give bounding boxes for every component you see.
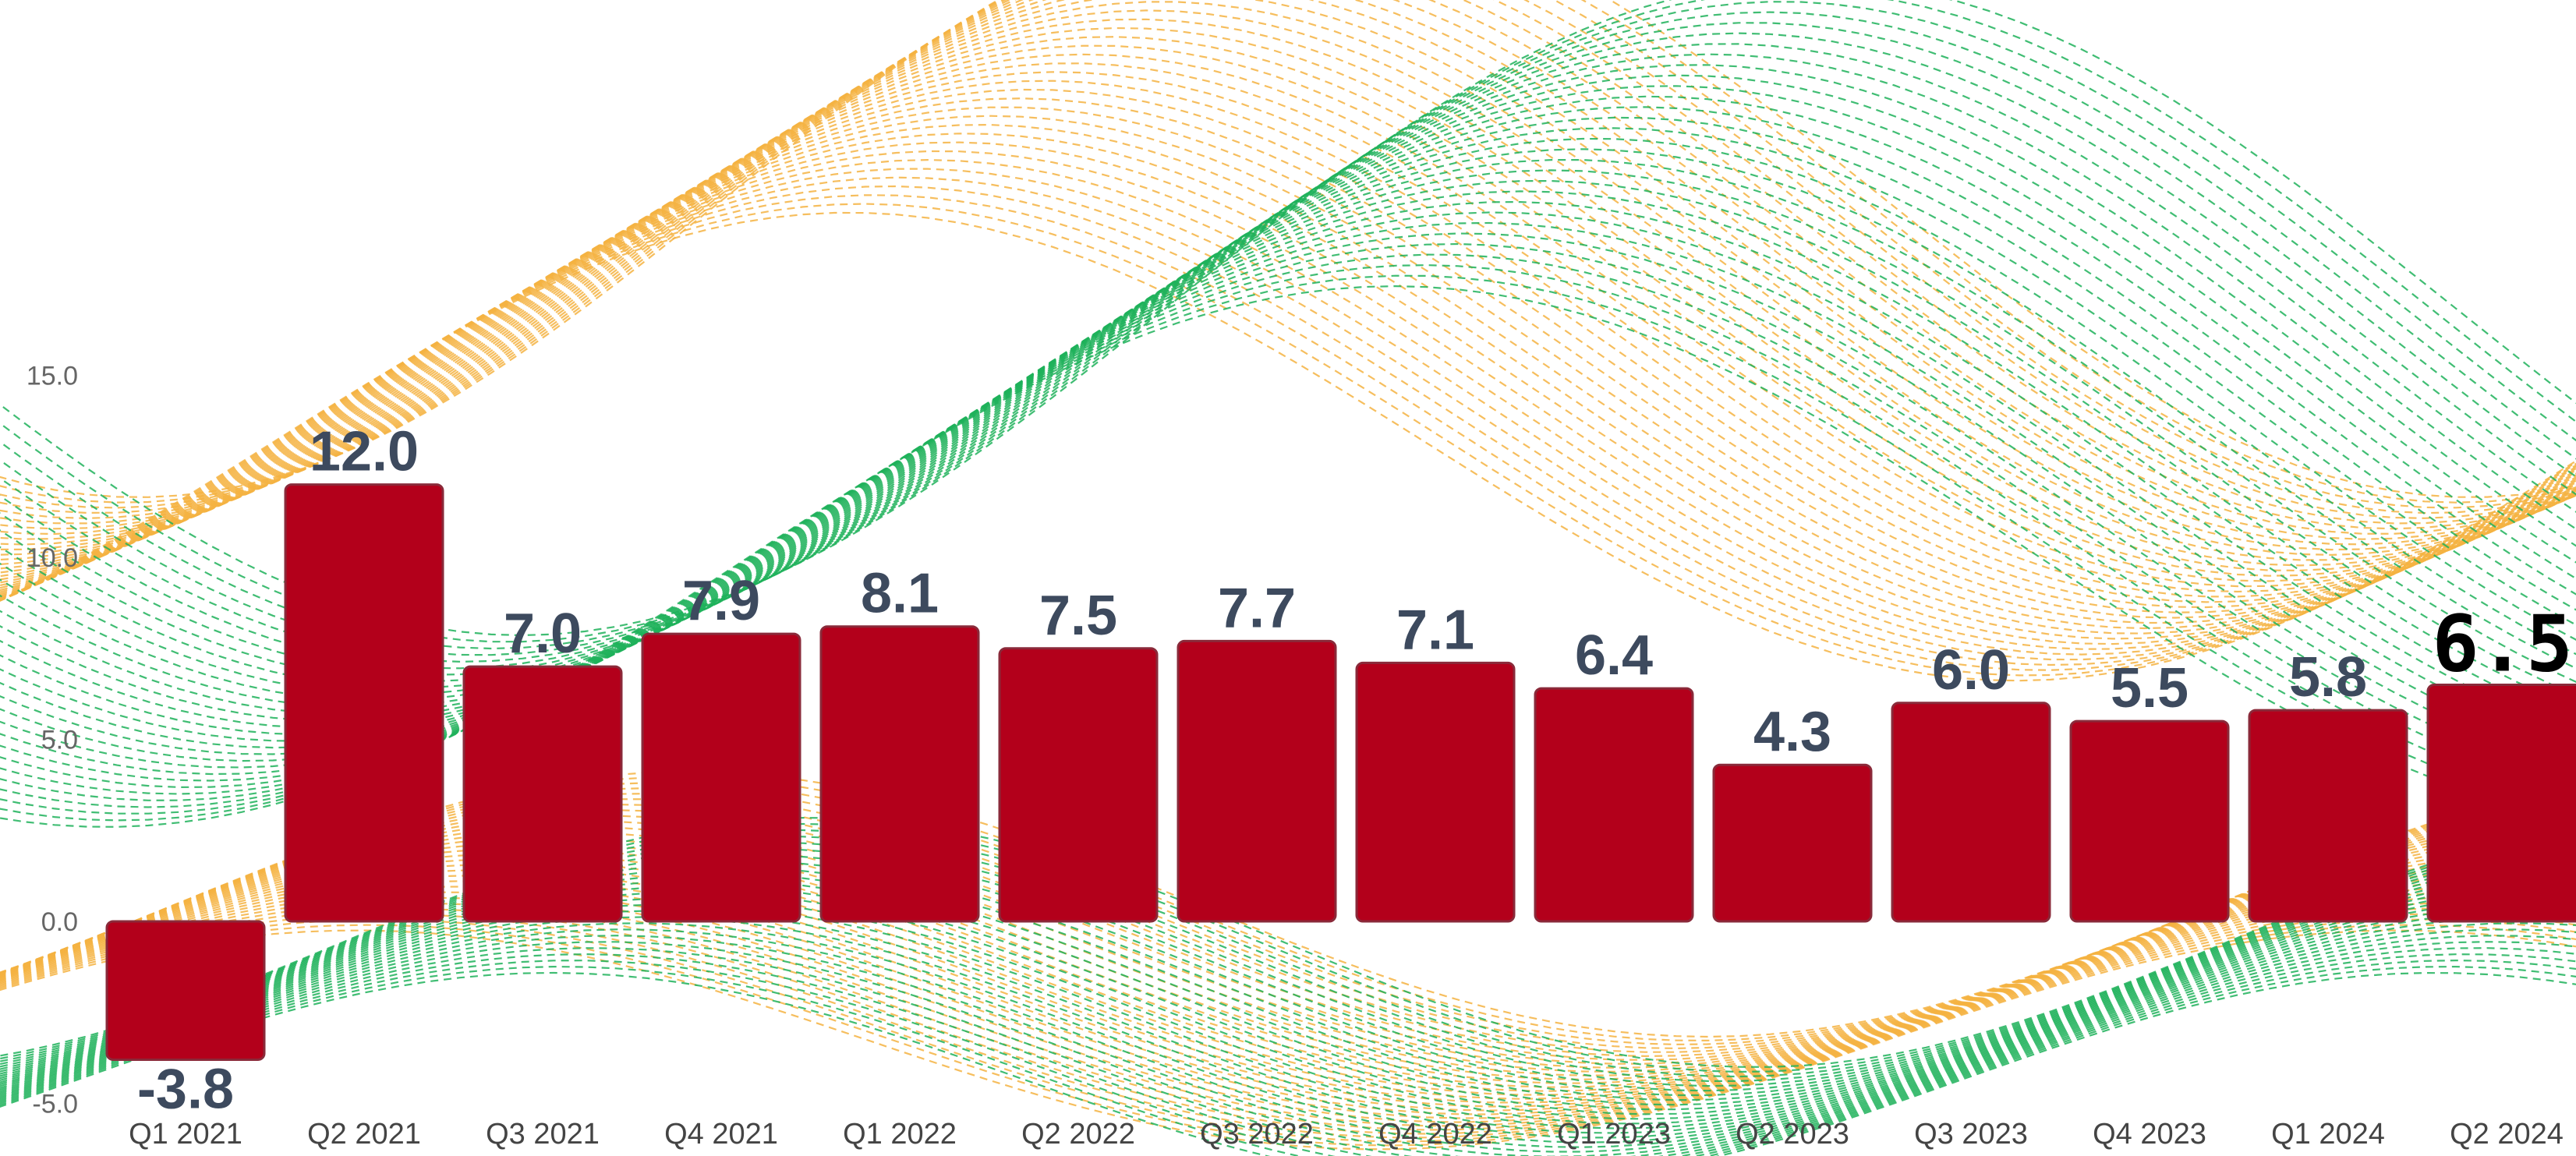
x-tick-label: Q2 2023 [1736,1118,1849,1151]
x-tick-label: Q3 2021 [486,1118,600,1151]
x-tick-label: Q1 2024 [2271,1118,2385,1151]
bar [1891,702,2051,923]
bar [462,665,623,923]
bar [2069,719,2230,923]
x-tick-label: Q1 2022 [843,1118,957,1151]
bar [2248,709,2408,923]
bar-value-label: 8.1 [861,563,939,625]
bar-value-label: 5.5 [2111,657,2189,719]
x-axis: Q1 2021 Q2 2021 Q3 2021 Q4 2021 Q1 2022 Q2 20… [129,1118,2564,1151]
bar-value-label: 12.0 [310,421,419,483]
bar-value-label: -3.8 [137,1058,234,1120]
bar-value-label: 4.3 [1753,701,1831,763]
bar-value-label: 5.8 [2289,646,2367,709]
bar-value-label: 6.4 [1575,624,1653,687]
bar [998,647,1159,923]
x-tick-label: Q2 2021 [307,1118,421,1151]
bar-value-label: 6.5 [2432,598,2573,689]
value-labels: -3.8 12.0 7.0 7.9 8.1 7.5 7.7 7.1 6.4 4.3 6.0 5.5 5.… [137,421,2573,1121]
bar [1355,661,1516,923]
y-tick-label: 15.0 [27,362,78,391]
x-tick-label: Q1 2023 [1557,1118,1671,1151]
bar [284,483,444,923]
bar [1534,687,1694,923]
x-tick-label: Q2 2022 [1021,1118,1135,1151]
bar-value-label: 7.1 [1396,599,1474,661]
bar-value-label: 7.9 [682,570,760,632]
y-tick-label: 0.0 [41,907,78,937]
bar-value-label: 7.5 [1039,585,1117,647]
bar-value-label: 6.0 [1932,639,2010,702]
bar [105,920,266,1061]
bar [1712,763,1873,923]
y-tick-label: -5.0 [32,1090,78,1119]
bar [641,632,801,923]
x-tick-label: Q3 2023 [1914,1118,2028,1151]
bar-value-label: 7.7 [1218,577,1296,639]
y-axis: 15.0 10.0 5.0 0.0 -5.0 [27,362,78,1119]
x-tick-label: Q3 2022 [1200,1118,1314,1151]
x-tick-label: Q4 2022 [1378,1118,1492,1151]
bar [819,625,980,923]
bar [1177,639,1337,923]
x-tick-label: Q2 2024 [2450,1118,2564,1151]
x-tick-label: Q4 2023 [2093,1118,2206,1151]
y-tick-label: 10.0 [27,543,78,573]
bar-value-label: 7.0 [504,603,582,665]
bar-series [105,483,2576,1061]
x-tick-label: Q4 2021 [664,1118,778,1151]
y-tick-label: 5.0 [41,726,78,755]
bar [2426,683,2576,923]
x-tick-label: Q1 2021 [129,1118,242,1151]
